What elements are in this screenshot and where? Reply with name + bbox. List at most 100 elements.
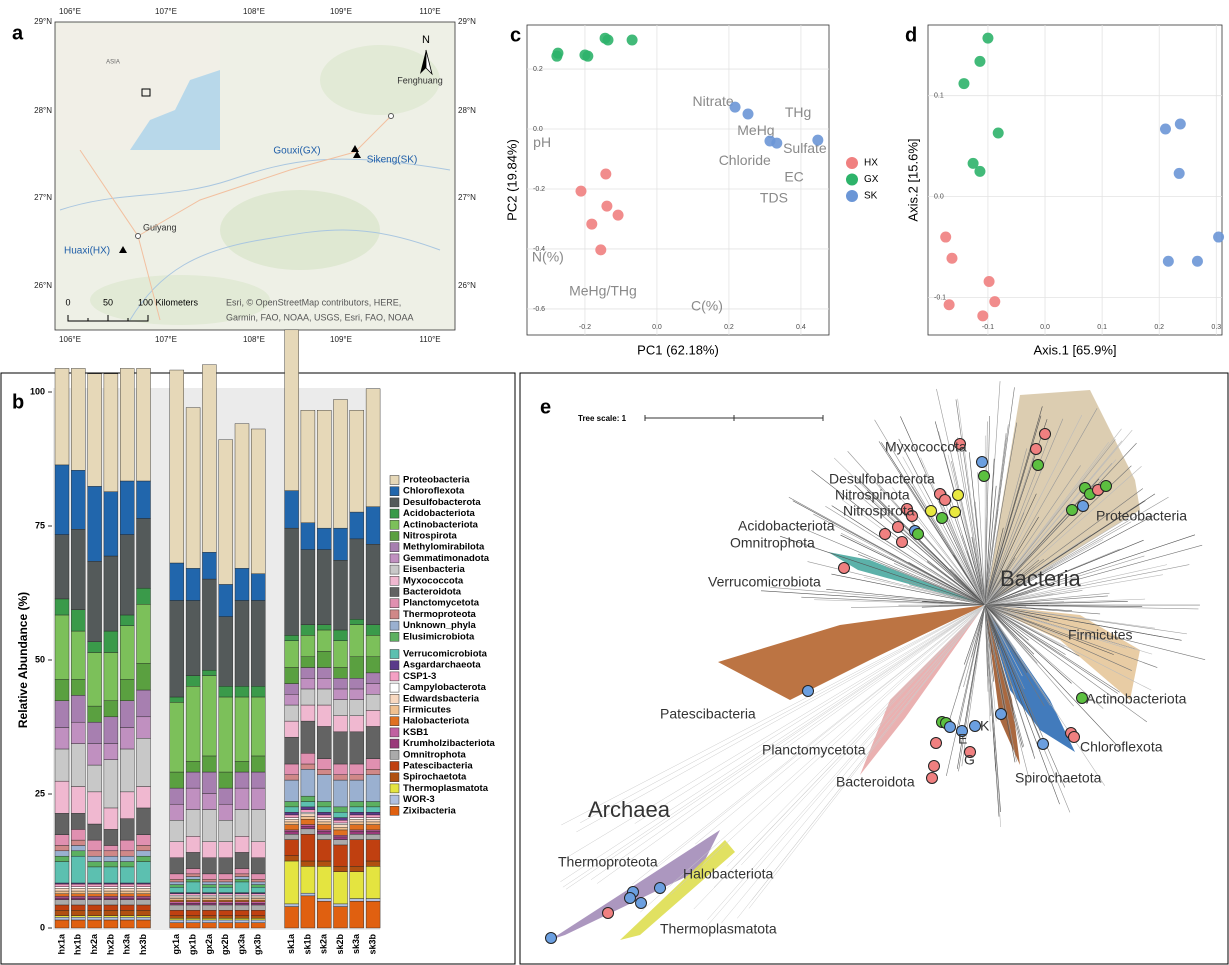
bar-segment: [317, 832, 331, 835]
legend-swatch: [390, 599, 399, 608]
sample-dot: [913, 529, 924, 540]
panel-label: e: [540, 396, 551, 418]
point: [730, 102, 741, 113]
bar-segment: [317, 825, 331, 830]
bar-segment: [104, 851, 118, 856]
bar-segment: [186, 916, 200, 919]
clade-label: Acidobacteriota: [738, 518, 835, 534]
x-tick-label: 0.4: [796, 324, 806, 331]
bar-segment: [301, 861, 315, 866]
bar-segment: [137, 900, 151, 905]
bar-segment: [71, 679, 85, 695]
bar-segment: [350, 410, 364, 512]
bar-segment: [334, 820, 348, 823]
bar-segment: [251, 858, 265, 874]
legend-label: Patescibacteria: [403, 761, 473, 772]
bar-segment: [104, 856, 118, 861]
bar-segment: [202, 879, 216, 882]
x-tick-label: sk3a: [351, 933, 361, 954]
bar-segment: [366, 769, 380, 774]
bar-segment: [55, 888, 69, 891]
bar-segment: [219, 879, 233, 882]
bar-segment: [301, 807, 315, 810]
legend-swatch: [390, 650, 399, 659]
bar-segment: [334, 907, 348, 928]
marker-label: E: [958, 731, 967, 747]
bar-segment: [235, 894, 249, 896]
plot-background: [928, 25, 1222, 335]
point: [601, 201, 612, 212]
bar-segment: [366, 819, 380, 822]
bar-segment: [71, 610, 85, 631]
bar-segment: [334, 866, 348, 871]
bar-segment: [366, 815, 380, 818]
bar-segment: [71, 529, 85, 609]
bar-segment: [219, 882, 233, 885]
sample-dot: [625, 893, 636, 904]
bar-segment: [219, 899, 233, 901]
bar-segment: [235, 879, 249, 882]
bar-segment: [186, 408, 200, 569]
place-label: Fenghuang: [397, 75, 443, 85]
loading-label: N(%): [532, 249, 564, 265]
bar-segment: [334, 812, 348, 817]
legend-label: Myxococcota: [403, 575, 464, 586]
bar-segment: [235, 686, 249, 697]
bar-segment: [120, 894, 134, 897]
sample-dot: [546, 933, 557, 944]
clade-label: Nitrospirota: [843, 503, 915, 519]
x-tick-label: gx2b: [220, 934, 230, 956]
bar-segment: [301, 689, 315, 705]
bar-segment: [170, 702, 184, 772]
legend-swatch: [390, 728, 399, 737]
bar-segment: [285, 812, 299, 815]
legend-label: SK: [864, 191, 878, 202]
bar-segment: [317, 899, 331, 902]
point: [812, 135, 823, 146]
bar-segment: [350, 819, 364, 822]
bar-segment: [235, 697, 249, 761]
bar-segment: [71, 840, 85, 845]
bar-segment: [235, 903, 249, 905]
panel-label: b: [12, 391, 24, 413]
bar-segment: [251, 899, 265, 901]
bar-segment: [285, 668, 299, 684]
x-tick-label: hx2b: [105, 934, 115, 956]
bar-segment: [317, 861, 331, 866]
bar-segment: [104, 884, 118, 887]
bar-segment: [120, 891, 134, 894]
bar-segment: [285, 840, 299, 856]
sample-dot: [926, 506, 937, 517]
x-tick-label: sk3b: [367, 933, 377, 954]
bar-segment: [285, 721, 299, 737]
bar-segment: [219, 894, 233, 896]
bar-segment: [137, 896, 151, 898]
bar-segment: [202, 670, 216, 675]
bar-segment: [186, 676, 200, 687]
lat-label: 28°N: [34, 106, 52, 115]
bar-segment: [366, 544, 380, 624]
bar-segment: [71, 368, 85, 470]
bar-segment: [71, 888, 85, 891]
bar-segment: [301, 810, 315, 813]
bar-segment: [334, 716, 348, 732]
lat-label: 29°N: [34, 17, 52, 26]
legend-label: Thermoplasmatota: [403, 783, 489, 794]
bar-segment: [219, 842, 233, 858]
bar-segment: [170, 923, 184, 928]
point: [1175, 118, 1186, 129]
loading-label: Chloride: [719, 152, 771, 168]
bar-segment: [285, 834, 299, 839]
scale-label: 0: [65, 297, 70, 307]
bar-segment: [104, 867, 118, 883]
bar-segment: [170, 910, 184, 915]
bar-segment: [55, 835, 69, 846]
sample-dot: [977, 457, 988, 468]
bar-segment: [202, 900, 216, 902]
bar-segment: [170, 905, 184, 910]
bar-segment: [366, 901, 380, 928]
point: [613, 210, 624, 221]
bar-segment: [350, 539, 364, 619]
point: [1160, 124, 1171, 135]
bar-segment: [350, 780, 364, 801]
